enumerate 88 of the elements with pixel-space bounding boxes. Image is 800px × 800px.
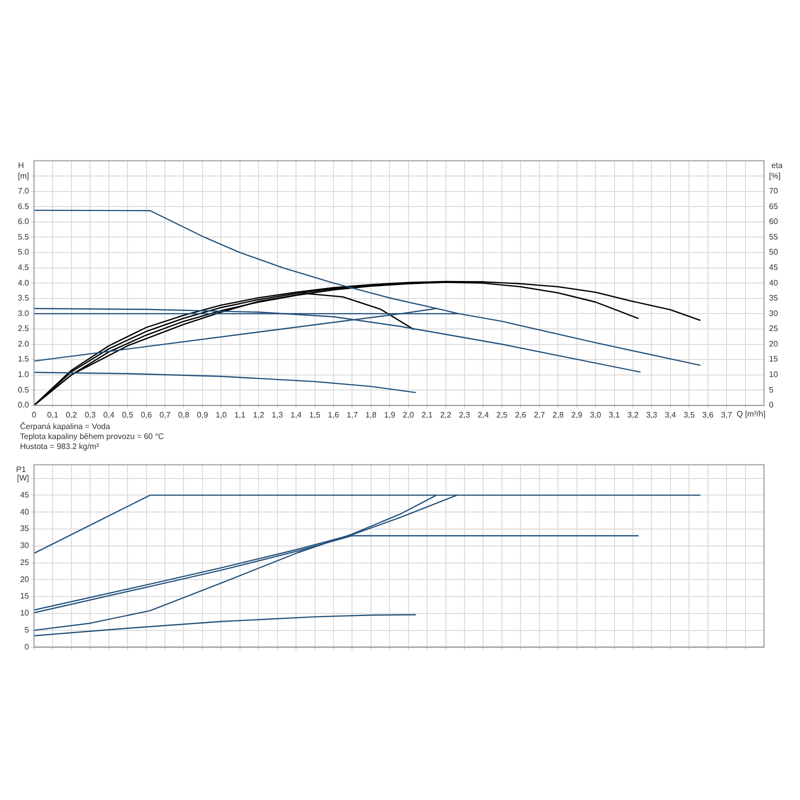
text: Čerpaná kapalina = Voda — [19, 422, 112, 432]
y2-axis-title: eta — [771, 161, 784, 170]
x-tick-label: 2,9 — [571, 410, 583, 420]
y-tick-label: 35 — [20, 524, 30, 534]
y2-tick-label: 55 — [769, 232, 778, 242]
y-tick-label: 15 — [20, 592, 30, 601]
x-tick-label: 0,6 — [140, 410, 152, 420]
y2-tick-label: 10 — [769, 370, 778, 380]
x-tick-label: 2,8 — [552, 410, 564, 420]
y-tick-label: 0.5 — [18, 385, 30, 394]
y2-tick-label: 45 — [769, 263, 778, 272]
y-tick-label: 40 — [20, 507, 30, 516]
y-tick-label: 5.5 — [18, 232, 30, 242]
y-tick-label: 30 — [20, 541, 30, 550]
y2-tick-label: 60 — [769, 217, 778, 226]
x-tick-label: 1,2 — [253, 410, 265, 420]
x-tick-label: 3,2 — [627, 410, 640, 420]
y-tick-label: 1.5 — [18, 354, 30, 364]
y2-tick-label: [%] — [769, 171, 781, 180]
x-tick-label: 1,9 — [384, 410, 396, 420]
y-tick-label: 0 — [24, 642, 30, 652]
x-tick-label: 2,1 — [422, 410, 434, 420]
y-tick-label: 45 — [20, 490, 30, 500]
y-tick-label: 5.0 — [18, 248, 30, 257]
x-tick-label: 0,4 — [103, 410, 115, 420]
x-tick-label: 2,6 — [515, 410, 527, 420]
y2-tick-label: 40 — [769, 278, 778, 288]
x-tick-label: 3,1 — [608, 410, 620, 420]
x-tick-label: 2,3 — [458, 410, 471, 420]
y-tick-label: 0.0 — [18, 400, 30, 410]
x-tick-label: 1,4 — [290, 410, 302, 420]
x-tick-label: 2,5 — [496, 410, 508, 420]
y-tick-label: [W] — [17, 474, 29, 483]
x-axis-title: Q [m³/h] — [736, 410, 766, 419]
x-tick-label: 1,0 — [216, 410, 228, 420]
y-tick-label: 4.5 — [18, 263, 30, 272]
x-tick-label: 1,1 — [234, 410, 246, 420]
text: Hustota = 983.2 kg/m³ — [19, 442, 100, 452]
x-tick-label: 1,5 — [309, 410, 321, 420]
y2-tick-label: 50 — [769, 248, 778, 257]
y-tick-label: 6.5 — [18, 202, 30, 211]
y-tick-label: 3.5 — [18, 294, 30, 303]
x-tick-label: 2,4 — [478, 410, 490, 420]
y-axis-title: H — [18, 161, 24, 170]
x-tick-label: 2,7 — [534, 410, 546, 420]
x-tick-label: 2,0 — [402, 410, 414, 420]
x-tick-label: 0,2 — [66, 410, 78, 420]
y2-tick-label: 15 — [769, 354, 778, 364]
x-tick-label: 1,3 — [272, 410, 284, 420]
text: Teplota kapaliny během provozu = 60 °C — [19, 432, 165, 442]
y2-tick-label: 35 — [769, 294, 778, 303]
y-tick-label: 1.0 — [18, 370, 30, 380]
x-tick-label: 0 — [32, 410, 37, 420]
y-tick-label: 7.0 — [18, 186, 30, 196]
y2-tick-label: 0 — [769, 400, 774, 410]
y2-tick-label: 5 — [769, 385, 774, 394]
y-tick-label: 2.0 — [18, 339, 30, 348]
x-tick-label: 1,8 — [365, 410, 378, 420]
y2-tick-label: 65 — [769, 202, 778, 211]
y-tick-label: 5 — [24, 626, 30, 635]
y-tick-label: 10 — [20, 608, 30, 618]
y2-tick-label: 30 — [769, 308, 778, 318]
x-tick-label: 0,5 — [122, 410, 134, 420]
y-tick-label: 3.0 — [18, 308, 30, 318]
x-tick-label: 0,1 — [47, 410, 59, 420]
x-tick-label: 3,7 — [721, 410, 733, 420]
y2-tick-label: 70 — [769, 186, 778, 196]
x-tick-label: 3,3 — [646, 410, 658, 420]
x-tick-label: 3,5 — [684, 410, 696, 420]
x-tick-label: 2,2 — [440, 410, 452, 420]
x-tick-label: 0,8 — [178, 410, 190, 420]
y2-tick-label: 20 — [769, 339, 778, 348]
y-axis-title: P1 — [16, 465, 26, 474]
x-tick-label: 0,3 — [84, 410, 96, 420]
y-tick-label: 6.0 — [18, 217, 30, 226]
y-tick-label: [m] — [18, 171, 29, 180]
x-tick-label: 1,7 — [346, 410, 358, 420]
y-tick-label: 4.0 — [18, 278, 30, 288]
y-tick-label: 2.5 — [18, 324, 30, 334]
x-tick-label: 0,9 — [196, 410, 209, 420]
x-tick-label: 1,6 — [328, 410, 340, 420]
x-tick-label: 3,6 — [702, 410, 714, 420]
x-tick-label: 3,0 — [590, 410, 602, 420]
y-tick-label: 25 — [20, 558, 30, 567]
x-tick-label: 0,7 — [159, 410, 172, 420]
y2-tick-label: 25 — [769, 324, 778, 334]
x-tick-label: 3,4 — [664, 410, 677, 420]
y-tick-label: 20 — [20, 574, 30, 584]
